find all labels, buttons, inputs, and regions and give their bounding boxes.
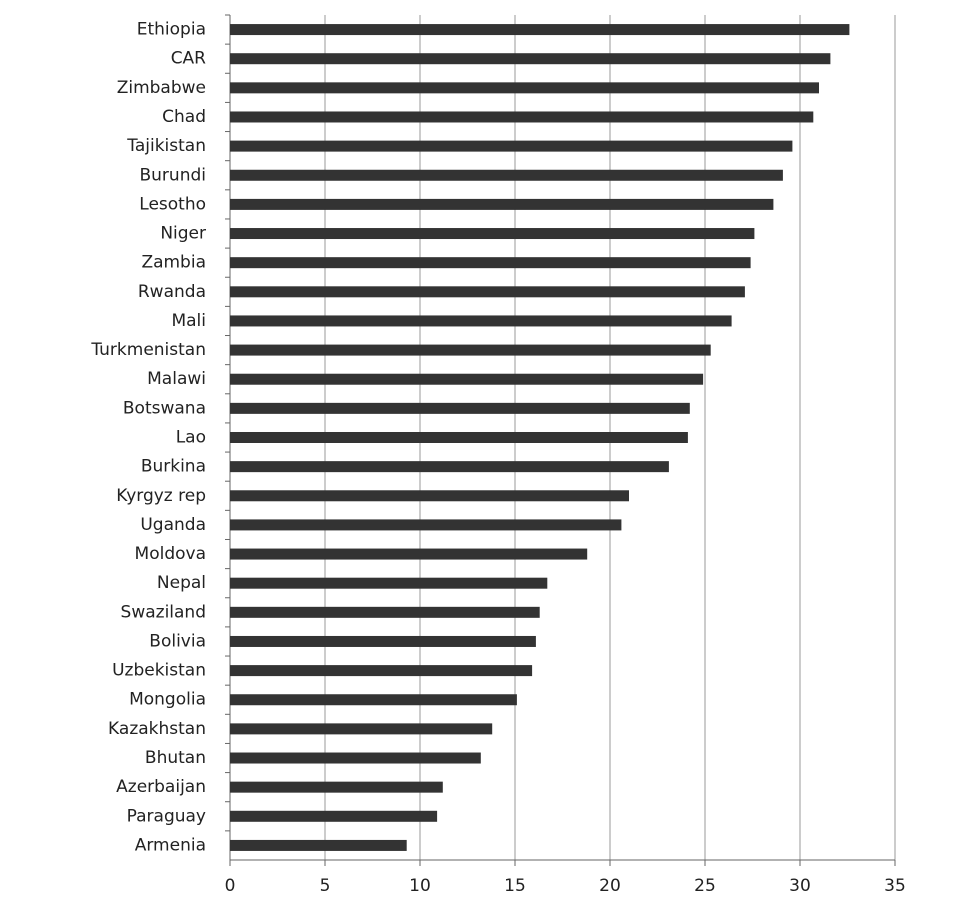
bar [230,82,819,94]
x-tick-label: 15 [504,876,526,896]
y-tick-label: Burundi [140,165,207,185]
bar [230,111,814,123]
bar [230,344,711,356]
y-tick-label: Azerbaijan [116,777,206,797]
y-tick-label: Armenia [135,835,206,855]
x-tick-label: 25 [694,876,716,896]
y-tick-label: Zambia [141,253,206,273]
bar [230,373,704,385]
bar [230,781,443,793]
x-tick-label: 0 [225,876,236,896]
bar [230,490,629,502]
x-tick-label: 5 [320,876,331,896]
bar [230,839,407,851]
bar [230,461,669,473]
y-tick-label: Kyrgyz rep [116,486,206,506]
y-tick-label: Ethiopia [137,20,206,40]
bar [230,53,831,65]
bar [230,286,745,298]
bar [230,694,517,706]
y-tick-label: Uzbekistan [112,661,206,681]
bar [230,665,533,677]
y-tick-label: Nepal [157,573,206,593]
x-tick-label: 35 [884,876,906,896]
x-tick-label: 10 [409,876,431,896]
y-tick-label: Bolivia [149,631,206,651]
y-tick-label: Mali [171,311,206,331]
y-tick-label: Bhutan [145,748,206,768]
bar [230,140,793,152]
bar [230,402,690,414]
y-tick-label: Uganda [140,515,206,535]
y-tick-label: Turkmenistan [90,340,206,360]
y-tick-label: Paraguay [127,806,206,826]
bar [230,810,438,822]
bar [230,548,588,560]
bar [230,606,540,618]
y-tick-label: Niger [160,224,206,244]
bar [230,432,688,443]
bar [230,519,622,531]
y-tick-label: Mongolia [129,690,206,710]
y-tick-label: Rwanda [138,282,206,302]
bar [230,228,755,240]
bar [230,723,493,735]
y-tick-label: Malawi [147,369,206,389]
y-tick-label: Zimbabwe [117,78,206,98]
y-tick-label: Tajikistan [126,136,206,156]
bar [230,198,774,210]
bar [230,315,732,327]
y-tick-label: Chad [162,107,206,127]
bar [230,635,536,647]
y-tick-label: Lao [176,428,206,448]
x-tick-label: 20 [599,876,621,896]
bar [230,257,751,269]
y-tick-label: CAR [171,49,206,69]
y-tick-label: Burkina [141,457,206,477]
bar [230,24,850,36]
y-tick-label: Swaziland [121,602,206,622]
y-tick-label: Kazakhstan [108,719,206,739]
y-tick-label: Lesotho [139,194,206,214]
y-tick-label: Moldova [135,544,206,564]
bar [230,752,481,764]
y-tick-label: Botswana [123,398,206,418]
bar [230,169,783,181]
bar [230,577,548,589]
x-tick-label: 30 [789,876,811,896]
